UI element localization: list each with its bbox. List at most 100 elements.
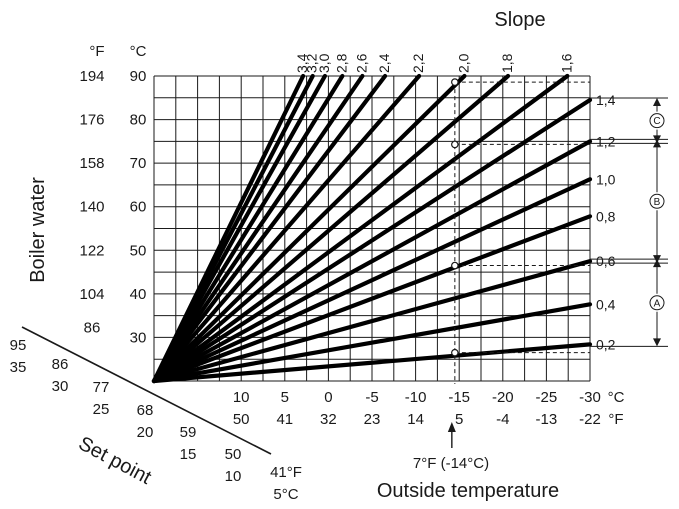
y-tick-celsius: 60 bbox=[130, 199, 147, 216]
slope-label: 3,0 bbox=[316, 53, 332, 73]
x-unit-celsius: °C bbox=[608, 389, 625, 406]
axis-labels: 0,20,40,60,81,01,21,41,61,82,02,22,42,62… bbox=[10, 53, 616, 485]
setpoint-tick-celsius: 10 bbox=[225, 468, 242, 485]
marker-arrow-head bbox=[447, 422, 456, 432]
setpoint-axis-line bbox=[21, 326, 272, 455]
setpoint-tick-celsius: 30 bbox=[52, 378, 69, 395]
x-tick-celsius: -5 bbox=[365, 389, 378, 406]
slope-curve-2-6 bbox=[151, 73, 365, 384]
range-badge-label: C bbox=[653, 116, 660, 127]
y-tick-celsius: 70 bbox=[130, 155, 147, 172]
range-badge-label: B bbox=[654, 197, 661, 208]
setpoint-tick-celsius: 15 bbox=[180, 446, 197, 463]
slope-label: 0,8 bbox=[596, 208, 616, 224]
range-arrow-head bbox=[653, 135, 661, 144]
slope-label: 1,0 bbox=[596, 171, 616, 187]
slope-label: 2,2 bbox=[410, 53, 426, 73]
x-axis-title: Outside temperature bbox=[377, 480, 559, 502]
x-tick-fahrenheit: -4 bbox=[496, 411, 509, 428]
setpoint-tick-celsius: 35 bbox=[10, 359, 27, 376]
setpoint-tick-celsius: 20 bbox=[137, 424, 154, 441]
slope-label: 1,8 bbox=[499, 53, 515, 73]
x-tick-celsius: -20 bbox=[492, 389, 514, 406]
setpoint-unit-celsius: 5°C bbox=[273, 486, 298, 503]
x-tick-fahrenheit: 50 bbox=[233, 411, 250, 428]
slope-label: 0,6 bbox=[596, 253, 616, 269]
slope-curve-2-8 bbox=[151, 73, 345, 384]
slope-label: 2,0 bbox=[455, 53, 471, 73]
y-tick-fahrenheit: 158 bbox=[79, 155, 104, 172]
slope-curve-2-2 bbox=[151, 73, 422, 384]
setpoint-tick-fahrenheit: 95 bbox=[10, 337, 27, 354]
range-badge bbox=[649, 193, 665, 209]
slope-label: 0,4 bbox=[596, 296, 616, 312]
marker-guides: A B C bbox=[447, 78, 668, 448]
y-tick-celsius: 90 bbox=[130, 68, 147, 85]
marker-point bbox=[451, 140, 459, 149]
y-tick-celsius: 40 bbox=[130, 286, 147, 303]
x-tick-celsius: 10 bbox=[233, 389, 250, 406]
slope-curve-1-2 bbox=[151, 139, 593, 384]
y-unit-fahrenheit: °F bbox=[89, 43, 104, 60]
y-tick-fahrenheit: 122 bbox=[79, 242, 104, 259]
slope-curve-0-8 bbox=[151, 214, 593, 384]
slope-curve-2-0 bbox=[151, 73, 467, 384]
slope-curve-3-4 bbox=[151, 73, 306, 384]
slope-curve-2-4 bbox=[151, 73, 388, 384]
setpoint-tick-celsius: 25 bbox=[93, 401, 110, 418]
slope-curve-0-6 bbox=[151, 259, 593, 384]
y-unit-celsius: °C bbox=[130, 43, 147, 60]
slope-curve-0-4 bbox=[151, 302, 593, 384]
slope-label: 0,2 bbox=[596, 336, 616, 352]
y-tick-fahrenheit: 140 bbox=[79, 199, 104, 216]
setpoint-unit-fahrenheit: 41°F bbox=[270, 464, 302, 481]
marker-label: 7°F (-14°C) bbox=[413, 455, 489, 472]
y-tick-celsius: 30 bbox=[130, 329, 147, 346]
y-tick-fahrenheit: 176 bbox=[79, 112, 104, 129]
slope-label: 1,4 bbox=[596, 92, 616, 108]
slope-label: 2,4 bbox=[376, 53, 392, 73]
y-tick-celsius: 50 bbox=[130, 242, 147, 259]
slope-label: 3,4 bbox=[294, 53, 310, 73]
slope-curve-1-8 bbox=[151, 73, 511, 384]
setpoint-tick-fahrenheit: 59 bbox=[180, 424, 197, 441]
x-tick-fahrenheit: 32 bbox=[320, 411, 337, 428]
x-tick-fahrenheit: 23 bbox=[364, 411, 381, 428]
chart-title: Slope bbox=[494, 9, 545, 31]
marker-point bbox=[451, 348, 459, 357]
setpoint-tick-fahrenheit: 86 bbox=[52, 356, 69, 373]
y-tick-celsius: 80 bbox=[130, 112, 147, 129]
x-tick-celsius: -30 bbox=[579, 389, 601, 406]
slope-curve-1-6 bbox=[151, 73, 570, 384]
x-tick-fahrenheit: 14 bbox=[407, 411, 424, 428]
x-tick-celsius: 5 bbox=[281, 389, 289, 406]
marker-point bbox=[451, 78, 459, 86]
x-tick-fahrenheit: 41 bbox=[276, 411, 293, 428]
setpoint-tick-fahrenheit: 77 bbox=[93, 379, 110, 396]
setpoint-tick-fahrenheit: 68 bbox=[137, 402, 154, 419]
x-tick-fahrenheit: 5 bbox=[455, 411, 463, 428]
slope-label: 1,2 bbox=[596, 133, 616, 149]
slope-label: 3,2 bbox=[304, 53, 320, 73]
y-tick-fahrenheit: 104 bbox=[79, 286, 104, 303]
slope-curves bbox=[151, 73, 593, 384]
y-tick-fahrenheit: 86 bbox=[84, 319, 101, 336]
range-arrow-head bbox=[653, 338, 661, 347]
slope-label: 2,8 bbox=[333, 53, 349, 73]
y-axis-title: Boiler water bbox=[27, 177, 49, 283]
marker-point bbox=[451, 261, 459, 270]
x-tick-celsius: 0 bbox=[324, 389, 332, 406]
x-unit-fahrenheit: °F bbox=[608, 411, 623, 428]
slope-curve-1-0 bbox=[151, 177, 593, 384]
range-badge bbox=[649, 113, 665, 129]
range-badge bbox=[649, 295, 665, 311]
range-arrow-head bbox=[653, 97, 661, 106]
range-badge-label: A bbox=[654, 298, 661, 309]
x-tick-fahrenheit: -22 bbox=[579, 411, 601, 428]
slope-curve-0-2 bbox=[151, 342, 593, 384]
slope-label: 1,6 bbox=[558, 53, 574, 73]
x-tick-celsius: -25 bbox=[536, 389, 558, 406]
x-tick-celsius: -15 bbox=[448, 389, 470, 406]
setpoint-tick-fahrenheit: 50 bbox=[225, 446, 242, 463]
